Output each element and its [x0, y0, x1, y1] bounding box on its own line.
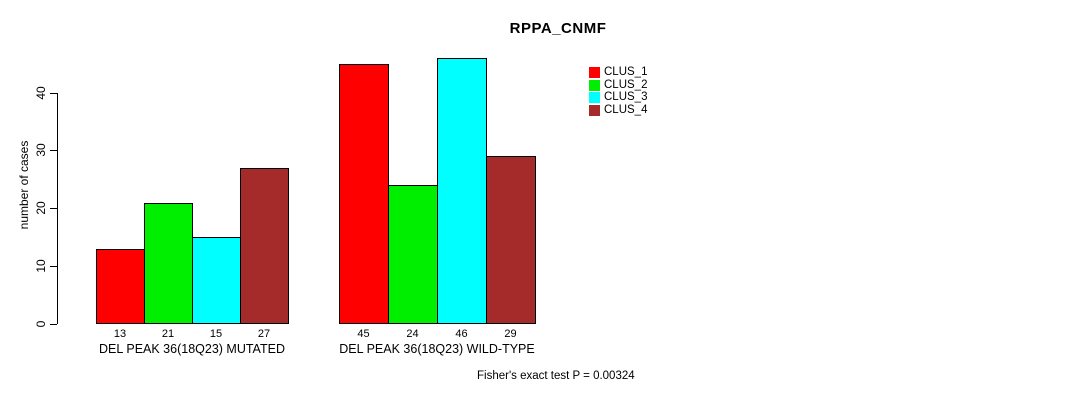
legend-label: CLUS_2 [604, 78, 648, 91]
bar-clus_1 [339, 63, 389, 324]
legend-swatch-icon [589, 92, 600, 104]
y-axis-tick-label: 20 [34, 201, 48, 215]
legend-swatch-icon [589, 79, 600, 91]
bar-clus_2 [144, 202, 193, 324]
bar-value-label: 29 [504, 327, 517, 340]
bar-clus_4 [240, 167, 289, 324]
bar-clus_1 [96, 248, 145, 324]
y-axis-tick [50, 92, 57, 94]
bar-clus_2 [388, 185, 438, 324]
y-axis-tick-label: 0 [34, 320, 48, 328]
legend-swatch-icon [589, 105, 600, 117]
bar-value-label: 27 [257, 327, 271, 340]
legend: CLUS_1 CLUS_2 CLUS_3 CLUS_4 [589, 66, 647, 117]
bar-value-label: 24 [406, 327, 419, 340]
y-axis-tick [50, 150, 57, 152]
legend-label: CLUS_1 [604, 65, 648, 78]
y-axis-label: number of cases [17, 140, 31, 230]
legend-row: CLUS_1 [589, 66, 647, 79]
group-label: DEL PEAK 36(18Q23) WILD-TYPE [339, 341, 535, 356]
bar-value-label: 46 [455, 327, 468, 340]
bar-value-label: 45 [357, 327, 370, 340]
bar-value-label: 13 [113, 327, 127, 340]
chart-title: RPPA_CNMF [509, 20, 607, 37]
bar-clus_3 [192, 237, 241, 324]
y-axis-tick [50, 324, 57, 325]
fisher-test-annotation: Fisher's exact test P = 0.00324 [477, 370, 635, 382]
legend-swatch-icon [589, 66, 600, 78]
y-axis-tick-label: 10 [34, 259, 48, 273]
y-axis-tick-label: 30 [34, 143, 48, 158]
bar-value-label: 21 [161, 327, 175, 340]
y-axis-tick [50, 208, 57, 210]
legend-row: CLUS_4 [589, 104, 647, 117]
y-axis-line [57, 92, 58, 324]
legend-label: CLUS_4 [604, 104, 648, 117]
legend-row: CLUS_2 [589, 79, 647, 92]
group-label: DEL PEAK 36(18Q23) MUTATED [99, 341, 285, 356]
bar-value-label: 15 [209, 327, 223, 340]
legend-label: CLUS_3 [604, 91, 648, 104]
legend-row: CLUS_3 [589, 92, 647, 105]
y-axis-tick [50, 266, 57, 268]
y-axis-tick-label: 40 [34, 85, 48, 100]
bar-clus_3 [437, 57, 487, 324]
bar-clus_4 [486, 156, 536, 324]
